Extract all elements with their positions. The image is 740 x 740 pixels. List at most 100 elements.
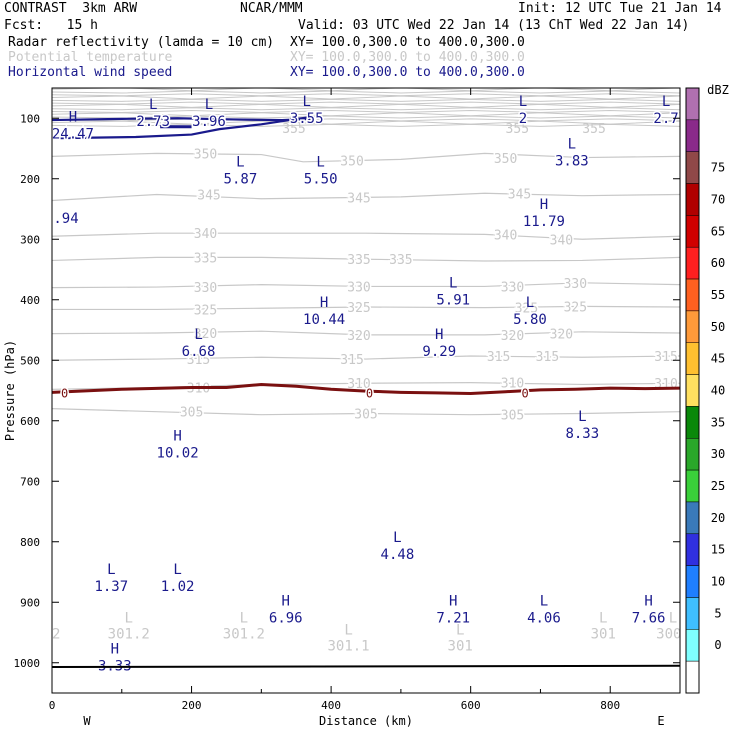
x-axis-label: Distance (km) — [319, 714, 413, 728]
theta-isentrope-305 — [52, 408, 680, 416]
y-tick-label: 600 — [20, 415, 40, 428]
valid-time: Valid: 03 UTC Wed 22 Jan 14 (13 ChT Wed … — [298, 18, 690, 33]
colorbar-swatch — [685, 151, 700, 184]
colorbar-level-label: 65 — [711, 224, 725, 238]
colorbar-level-label: 70 — [711, 192, 725, 206]
theta-contour-label: 315 — [536, 350, 559, 365]
y-tick-label: 800 — [20, 536, 40, 549]
colorbar-swatch — [685, 533, 700, 566]
wind-extremum-marker: L — [316, 155, 324, 171]
colorbar-swatch — [685, 469, 700, 503]
wind-extremum-value: 7.66 — [632, 610, 666, 626]
x-tick-label: 400 — [321, 699, 341, 712]
x-right-label: E — [657, 714, 664, 728]
colorbar-level-label: 60 — [711, 256, 725, 270]
colorbar-swatch — [685, 278, 700, 312]
theta-extremum-marker: L — [456, 623, 464, 639]
colorbar-swatch — [685, 660, 700, 694]
theta-contour-label: 320 — [501, 329, 524, 344]
wind-extremum-marker: H — [111, 642, 119, 658]
y-tick-label: 500 — [20, 354, 40, 367]
model-title: CONTRAST 3km ARW — [4, 1, 138, 16]
theta-upper-isentrope — [52, 103, 680, 108]
theta-contour-label: 335 — [389, 253, 412, 268]
wind-extremum-marker: L — [107, 562, 115, 578]
colorbar-level-label: 30 — [711, 447, 725, 461]
colorbar-level-label: 45 — [711, 352, 725, 366]
wind-extremum-marker: L — [302, 94, 310, 110]
wind-extremum-value: 5.50 — [304, 172, 338, 188]
theta-extremum-marker: L — [344, 623, 352, 639]
theta-label: 355 — [282, 122, 305, 137]
wind-extremum-value: 4.06 — [527, 610, 561, 626]
wind-extremum-marker: L — [540, 593, 548, 609]
colorbar-title: dBZ — [707, 83, 729, 97]
theta-contour-label: 350 — [340, 155, 363, 170]
theta-contour-label: 330 — [564, 277, 587, 292]
wind-extremum-marker: L — [205, 97, 213, 113]
colorbar-level-label: 75 — [711, 161, 725, 175]
theta-extremum-value: 301.1 — [327, 639, 369, 655]
colorbar-level-label: 15 — [711, 543, 725, 557]
wind-extremum-value: .94 — [53, 211, 78, 227]
theta-contour-label: 330 — [347, 280, 370, 295]
wind-extremum-value: 11.79 — [523, 214, 565, 230]
field-reflectivity: Radar reflectivity (lamda = 10 cm) — [8, 35, 275, 50]
wind-extremum-marker: H — [644, 593, 652, 609]
theta-contour-label: 325 — [347, 301, 370, 316]
x-tick-label: 600 — [461, 699, 481, 712]
theta-upper-isentrope — [52, 95, 680, 100]
wind-extremum-marker: L — [194, 327, 202, 343]
theta-contour-label: 340 — [194, 227, 217, 242]
theta-extremum-value: 300. — [656, 627, 690, 643]
y-axis-label: Pressure (hPa) — [3, 340, 17, 441]
wind-extremum-value: 4.48 — [381, 547, 415, 563]
colorbar-swatch — [685, 597, 700, 630]
wind-extremum-value: 1.37 — [94, 579, 128, 595]
colorbar-level-label: 35 — [711, 415, 725, 429]
theta-contour-label: 350 — [494, 152, 517, 167]
theta-contour-label: 315 — [187, 353, 210, 368]
theta-contour-label: 350 — [194, 147, 217, 162]
theta-upper-isentrope — [52, 101, 680, 105]
theta-contour-label: 330 — [501, 280, 524, 295]
wind-extremum-value: 24.47 — [52, 126, 94, 142]
theta-isentrope-330 — [52, 282, 680, 289]
x-tick-label: 0 — [49, 699, 56, 712]
theta-contour-label: 315 — [654, 350, 677, 365]
wind-extremum-marker: L — [236, 155, 244, 171]
theta-contour-label: 325 — [515, 302, 538, 317]
theta-extremum-value: 301.2 — [108, 627, 150, 643]
wind-extremum-marker: H — [435, 327, 443, 343]
colorbar-level-label: 50 — [711, 320, 725, 334]
wind-extremum-value: 8.33 — [565, 426, 599, 442]
wind-extremum-value: 2.7 — [653, 111, 678, 127]
wind-extremum-value: 3.96 — [192, 114, 226, 130]
colorbar-swatch — [685, 565, 700, 598]
theta-label: 355 — [582, 122, 605, 137]
wind-extremum-value: 1.02 — [161, 579, 195, 595]
theta-extremum-marker: L — [669, 611, 677, 627]
field-wind-xy: XY= 100.0,300.0 to 400.0,300.0 — [290, 65, 525, 80]
wind-extremum-value: 2 — [519, 111, 527, 127]
theta-contour-label: 325 — [564, 300, 587, 315]
theta-upper-isentrope — [52, 115, 680, 119]
colorbar-level-label: 55 — [711, 288, 725, 302]
colorbar-swatch — [685, 119, 700, 152]
field-theta: Potential temperature — [8, 50, 173, 65]
colorbar-swatch — [685, 342, 700, 375]
theta-contour-label: 330 — [194, 281, 217, 296]
theta-contour-label: 315 — [340, 353, 363, 368]
theta-extremum-value: 301 — [591, 627, 616, 643]
colorbar-level-label: 25 — [711, 479, 725, 493]
wind-extremum-marker: H — [173, 429, 181, 445]
theta-contour-label: 325 — [194, 303, 217, 318]
theta-upper-isentrope — [52, 90, 680, 94]
theta-contour-label: 335 — [194, 251, 217, 266]
colorbar-frame — [685, 87, 700, 694]
colorbar-swatch — [685, 310, 700, 343]
wind-extremum-marker: H — [449, 593, 457, 609]
theta-extremum-marker: L — [240, 611, 248, 627]
wind-extremum-value: 7.21 — [436, 610, 470, 626]
